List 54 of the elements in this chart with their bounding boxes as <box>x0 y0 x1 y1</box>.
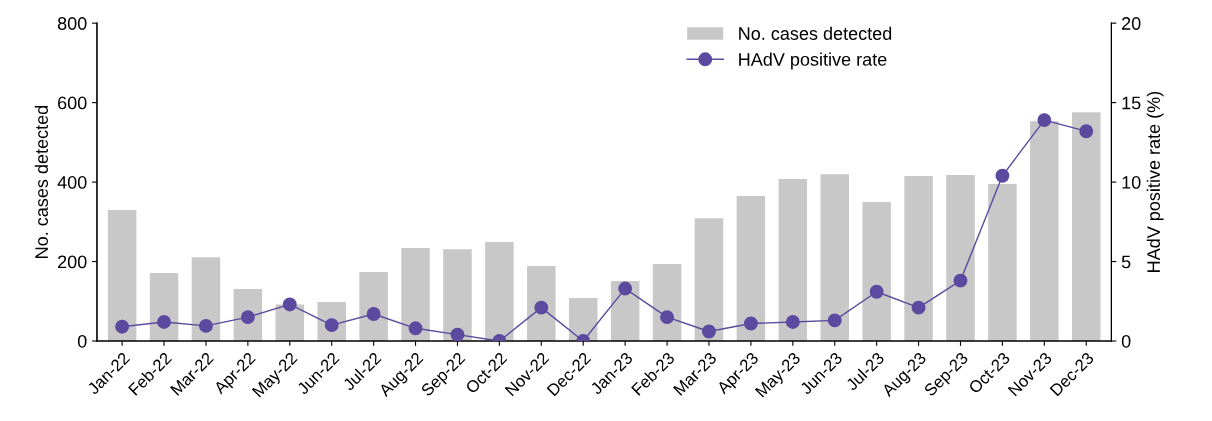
y-axis-title: No. cases detected <box>34 105 48 258</box>
point <box>743 316 758 331</box>
point <box>408 321 423 336</box>
y-tick-label: 400 <box>57 176 87 189</box>
y2-tick-label: 0 <box>1121 334 1131 348</box>
legend-label: HAdV positive rate <box>739 52 887 70</box>
y-tick-label: 200 <box>58 255 87 269</box>
bar <box>527 265 556 342</box>
bar <box>862 201 891 342</box>
point <box>1079 124 1094 139</box>
y2-tick-label: 10 <box>1122 176 1141 189</box>
point <box>366 307 381 321</box>
legend-label: No. cases detected <box>739 26 892 40</box>
point <box>618 281 633 296</box>
bar <box>443 249 472 342</box>
point <box>115 319 130 334</box>
bar <box>988 184 1017 342</box>
point <box>953 273 968 288</box>
point <box>911 300 926 315</box>
point <box>199 318 213 333</box>
point <box>282 297 297 312</box>
bar <box>652 263 682 342</box>
bar <box>1030 121 1059 342</box>
y-tick-label: 600 <box>58 96 87 110</box>
bar <box>401 248 430 342</box>
bar <box>568 298 598 342</box>
point <box>660 310 675 325</box>
y2-axis-title: HAdV positive rate (%) <box>1146 91 1164 272</box>
point <box>157 314 171 329</box>
point <box>702 324 716 339</box>
point <box>827 313 842 328</box>
point <box>450 327 465 342</box>
point <box>1037 113 1052 128</box>
bar <box>946 174 975 342</box>
bar <box>191 257 221 342</box>
y2-tick-label: 15 <box>1122 96 1141 110</box>
point <box>869 284 884 299</box>
bar <box>736 195 766 342</box>
y-tick-label: 0 <box>77 334 87 348</box>
bar <box>820 174 849 342</box>
y2-tick-label: 5 <box>1121 255 1131 269</box>
bar <box>359 271 388 342</box>
point <box>785 314 800 329</box>
bar <box>694 218 724 342</box>
bar <box>485 242 514 342</box>
bar <box>107 209 137 342</box>
y2-tick-label: 20 <box>1122 17 1141 30</box>
y-tick-label: 800 <box>57 17 87 30</box>
bar <box>149 273 179 342</box>
bar <box>1072 112 1101 342</box>
bar <box>778 178 808 342</box>
point <box>534 300 549 315</box>
point <box>995 168 1010 183</box>
bar <box>904 176 933 342</box>
